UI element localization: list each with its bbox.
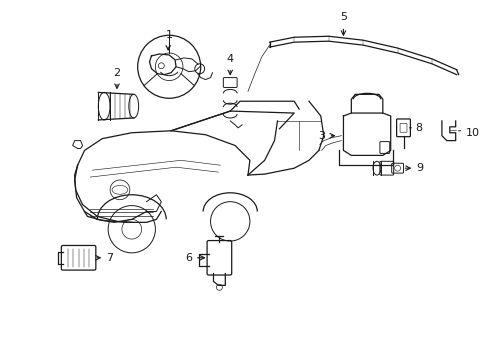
Text: 2: 2 — [113, 68, 121, 78]
Text: 10: 10 — [465, 128, 479, 138]
Text: 7: 7 — [106, 253, 113, 263]
Text: 4: 4 — [226, 54, 233, 64]
Text: 9: 9 — [415, 163, 423, 173]
Text: 5: 5 — [339, 13, 346, 22]
Text: 1: 1 — [165, 30, 172, 40]
Text: 6: 6 — [184, 253, 191, 263]
Text: 3: 3 — [317, 131, 324, 141]
Text: 8: 8 — [414, 123, 422, 133]
